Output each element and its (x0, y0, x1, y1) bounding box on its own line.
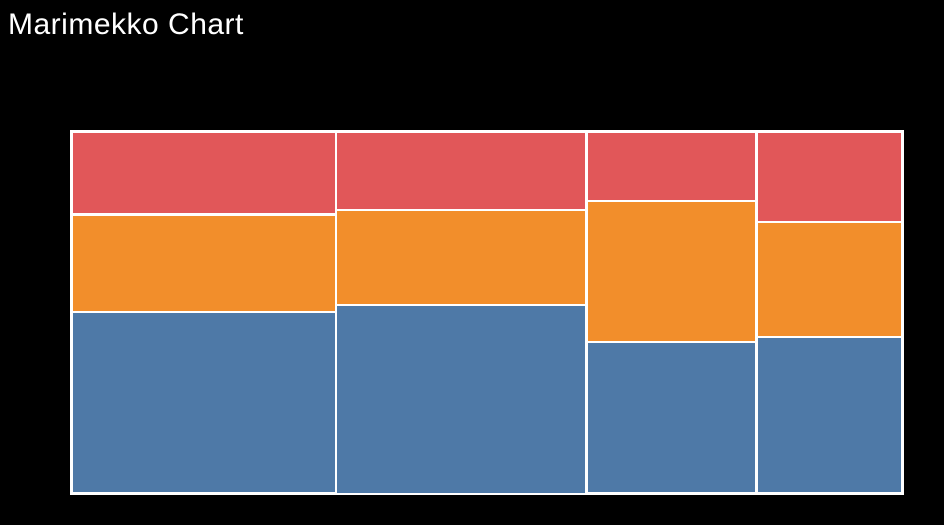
segment-blue-bottom-col1[interactable] (72, 313, 335, 493)
segment-orange-middle-col3[interactable] (587, 202, 756, 341)
segment-orange-middle-col2[interactable] (337, 211, 586, 304)
marimekko-chart (70, 130, 904, 495)
segment-red-top-col2[interactable] (337, 132, 586, 209)
segment-red-top-col1[interactable] (72, 132, 335, 214)
segment-blue-bottom-col2[interactable] (337, 306, 586, 493)
segment-blue-bottom-col4[interactable] (757, 338, 902, 493)
segment-red-top-col3[interactable] (587, 132, 756, 200)
chart-title: Marimekko Chart (8, 8, 244, 41)
segment-orange-middle-col4[interactable] (757, 223, 902, 336)
segment-blue-bottom-col3[interactable] (587, 343, 756, 493)
segment-red-top-col4[interactable] (757, 132, 902, 221)
segment-orange-middle-col1[interactable] (72, 215, 335, 311)
